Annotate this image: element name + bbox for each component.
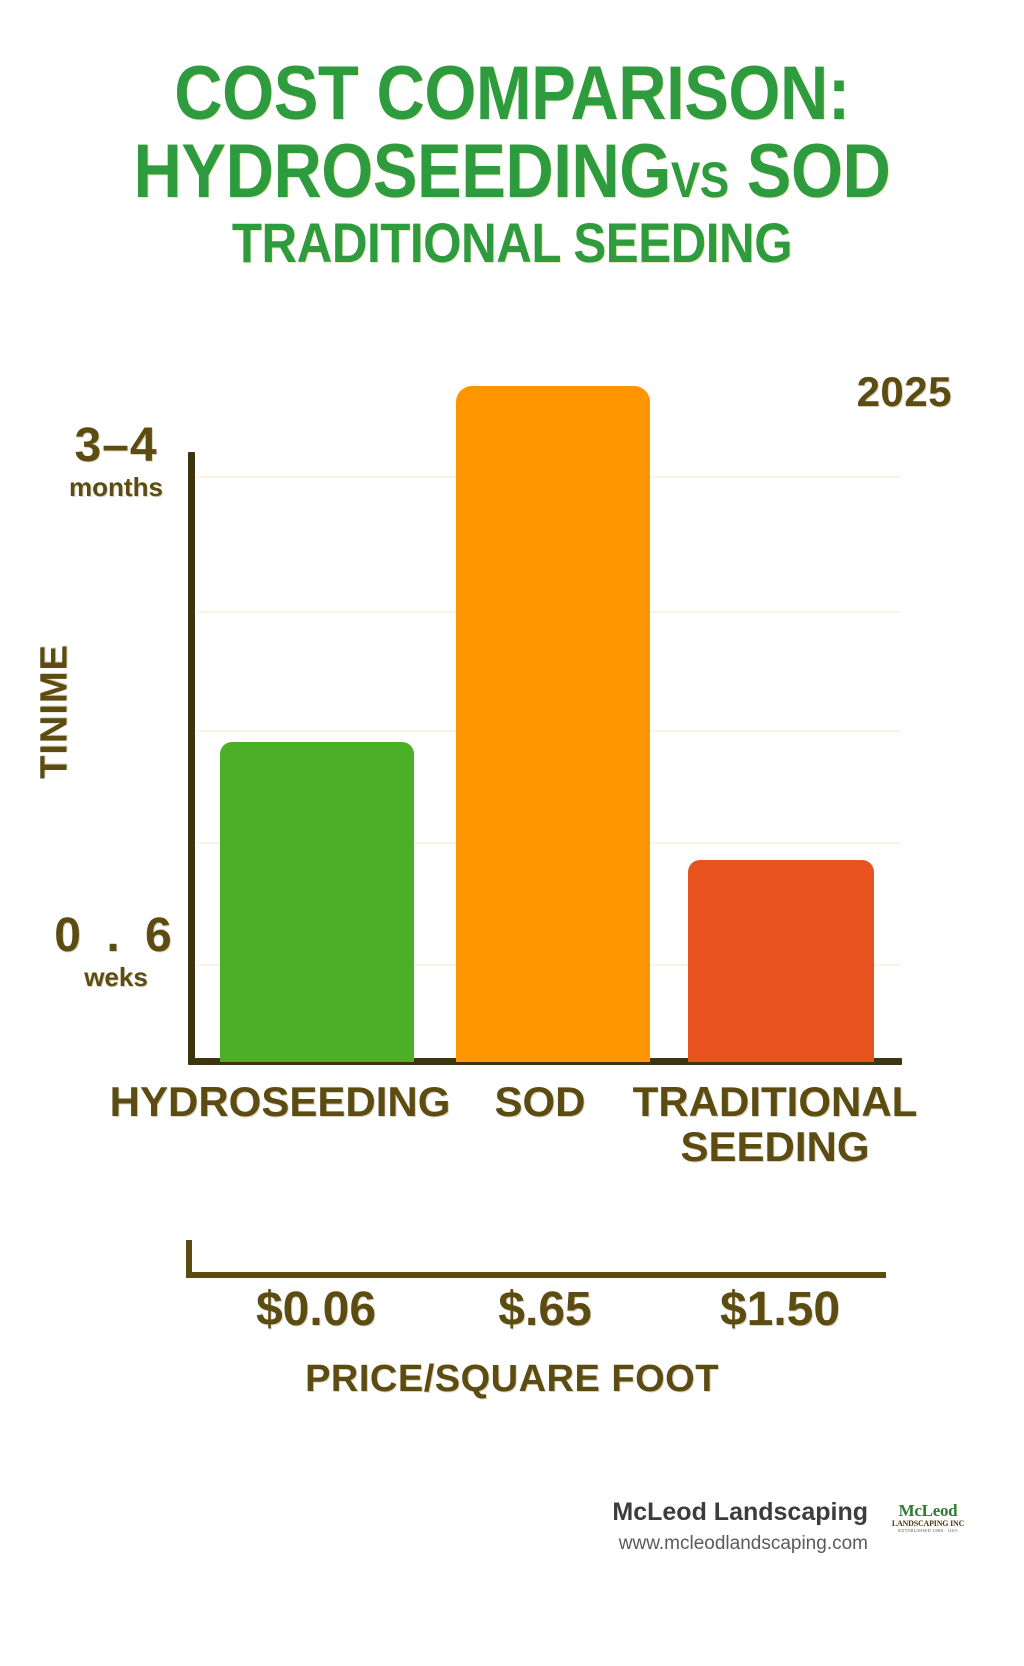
footer: McLeod Landscaping www.mcleodlandscaping… xyxy=(0,1498,1024,1588)
title-sod: SOD xyxy=(746,129,891,215)
year-label: 2025 xyxy=(856,368,952,415)
logo-subtitle: LANDSCAPING INC xyxy=(891,1519,965,1528)
title-hydroseeding: HYDROSEEDING xyxy=(133,129,672,215)
y-axis-top-label: 3–4 months xyxy=(52,422,180,503)
title-line-3: TRADITIONAL SEEDING xyxy=(231,211,793,275)
bar-hydroseeding[interactable] xyxy=(220,742,414,1062)
logo-wordmark: McLeod xyxy=(898,1502,958,1520)
category-text: HYDROSEEDING xyxy=(109,1078,451,1125)
bar-traditional-seeding[interactable] xyxy=(688,860,874,1062)
logo-tagline: ESTABLISHED 1995 · USA xyxy=(898,1527,958,1533)
bar-sod[interactable] xyxy=(456,386,650,1062)
y-axis-top-unit: months xyxy=(69,472,163,502)
category-text: SOD xyxy=(494,1078,586,1125)
category-label-traditional-seeding: TRADITIONAL SEEDING xyxy=(630,1078,920,1170)
y-axis-top-value: 3–4 xyxy=(74,419,158,472)
title-block: COST COMPARISON: HYDROSEEDINGVS SOD TRAD… xyxy=(0,51,1024,275)
bracket-left-tick xyxy=(186,1240,192,1278)
price-hydroseeding: $0.06 xyxy=(255,1283,377,1336)
title-line-2: HYDROSEEDINGVS SOD xyxy=(61,134,962,210)
mcleod-logo-icon: McLeod LANDSCAPING INC ESTABLISHED 1995 … xyxy=(884,1502,972,1548)
title-vs: VS xyxy=(670,152,729,209)
category-labels: HYDROSEEDING SOD TRADITIONAL SEEDING xyxy=(100,1078,980,1210)
title-line-1: COST COMPARISON: xyxy=(174,51,850,136)
price-traditional-seeding: $1.50 xyxy=(719,1283,841,1336)
price-bracket xyxy=(186,1240,886,1278)
y-axis-bottom-unit: weks xyxy=(84,962,148,992)
y-axis-bottom-value: 0 . 6 xyxy=(54,909,178,962)
bracket-line xyxy=(186,1272,886,1278)
footer-brand: McLeod Landscaping xyxy=(612,1498,868,1526)
category-label-hydroseeding: HYDROSEEDING xyxy=(100,1078,460,1125)
bar-chart xyxy=(0,380,1024,1070)
plot-area xyxy=(188,386,900,1062)
category-text-line1: TRADITIONAL xyxy=(632,1078,918,1125)
footer-website[interactable]: www.mcleodlandscaping.com xyxy=(618,1533,868,1554)
price-sod: $.65 xyxy=(498,1283,592,1336)
price-labels: $0.06 $.65 $1.50 xyxy=(100,1282,980,1352)
category-label-sod: SOD xyxy=(455,1078,625,1125)
y-axis-bottom-label: 0 . 6 weks xyxy=(52,912,180,993)
footer-text: McLeod Landscaping www.mcleodlandscaping… xyxy=(612,1498,868,1555)
category-text-line2: SEEDING xyxy=(680,1122,870,1170)
y-axis-line xyxy=(188,452,195,1064)
x-axis-caption: PRICE/SQUARE FOOT xyxy=(305,1358,719,1400)
